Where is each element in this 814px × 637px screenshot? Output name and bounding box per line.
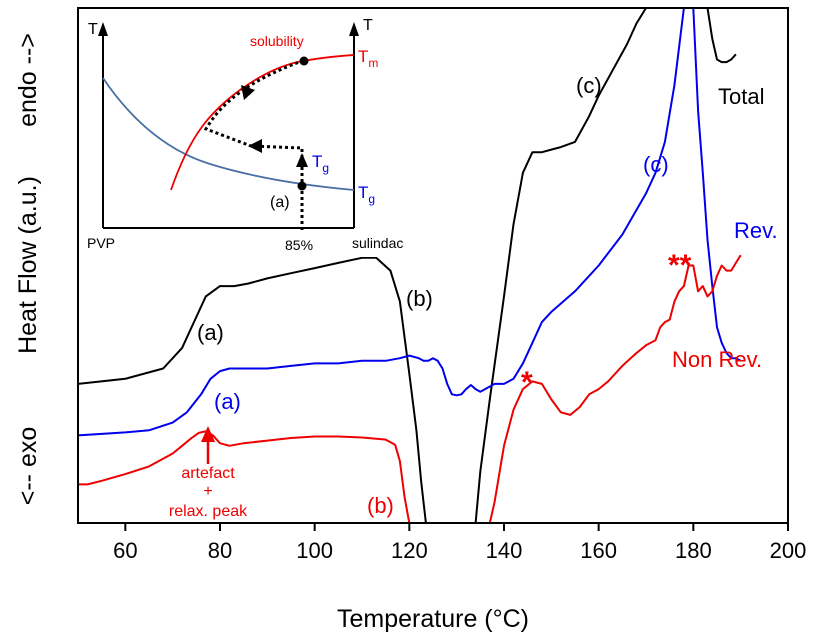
inset-pvp-label: PVP bbox=[87, 235, 115, 251]
artefact-arrow bbox=[201, 426, 215, 464]
inset-solubility-curve bbox=[170, 54, 355, 191]
artefact-label-1: artefact bbox=[181, 465, 235, 482]
series-line-rev bbox=[78, 8, 742, 437]
inset-tg-label: Tg bbox=[312, 152, 329, 175]
label-b-nonrev: (b) bbox=[367, 493, 394, 518]
x-tick-label: 60 bbox=[113, 538, 137, 563]
label-b-total: (b) bbox=[406, 286, 433, 311]
y-axis-exo-label: <-- exo bbox=[14, 427, 42, 506]
x-tick-label: 120 bbox=[391, 538, 428, 563]
total-series-label: Total bbox=[718, 84, 764, 109]
inset-left-arrow-icon bbox=[98, 22, 108, 36]
inset-left-t-label: T bbox=[88, 21, 98, 38]
x-tick-label: 140 bbox=[486, 538, 523, 563]
series-line-non-rev bbox=[78, 254, 742, 523]
inset-85-label: 85% bbox=[285, 237, 313, 253]
single-star-marker: * bbox=[521, 366, 533, 399]
x-axis-ticks: 60 80 100 120 140 160 180 200 bbox=[113, 523, 806, 563]
inset-point-a-label: (a) bbox=[270, 194, 290, 211]
label-a-total: (a) bbox=[197, 320, 224, 345]
inset-sulindac-label: sulindac bbox=[352, 235, 403, 251]
x-tick-label: 180 bbox=[675, 538, 712, 563]
label-c-total: (c) bbox=[576, 73, 602, 98]
inset-phase-diagram: T T solubility Tm Tg Tg (a) PVP 85% suli… bbox=[86, 12, 436, 257]
inset-right-arrow-icon bbox=[349, 22, 359, 36]
x-tick-label: 80 bbox=[208, 538, 232, 563]
x-tick-label: 200 bbox=[770, 538, 807, 563]
curves-layer bbox=[78, 8, 742, 523]
y-axis-endo-label: endo --> bbox=[14, 33, 42, 127]
y-axis-label: Heat Flow (a.u.) bbox=[14, 176, 42, 354]
label-a-rev: (a) bbox=[214, 389, 241, 414]
inset-right-t-label: T bbox=[363, 17, 373, 34]
nonrev-series-label: Non Rev. bbox=[672, 347, 762, 372]
x-axis-label: Temperature (°C) bbox=[337, 605, 529, 633]
inset-point-solubility bbox=[299, 56, 309, 66]
artefact-label-2: + bbox=[203, 483, 212, 500]
label-c-rev: (c) bbox=[643, 152, 669, 177]
inset-up-arrow-icon bbox=[296, 153, 308, 167]
plot-frame bbox=[77, 7, 789, 524]
series-line-total bbox=[78, 8, 737, 523]
inset-tg-right-label: Tg bbox=[358, 183, 375, 206]
rev-series-label: Rev. bbox=[734, 218, 778, 243]
x-tick-label: 100 bbox=[296, 538, 333, 563]
inset-tg-curve bbox=[102, 77, 355, 191]
x-tick-label: 160 bbox=[580, 538, 617, 563]
artefact-label-3: relax. peak bbox=[169, 503, 248, 520]
inset-left-arrow-head-icon bbox=[248, 139, 262, 153]
inset-point-a bbox=[297, 181, 307, 191]
inset-background bbox=[86, 12, 436, 257]
inset-tm-label: Tm bbox=[358, 47, 378, 70]
inset-solubility-label: solubility bbox=[250, 33, 304, 49]
inset-curve-arrow-icon bbox=[241, 85, 255, 100]
double-star-marker: ** bbox=[668, 249, 692, 282]
